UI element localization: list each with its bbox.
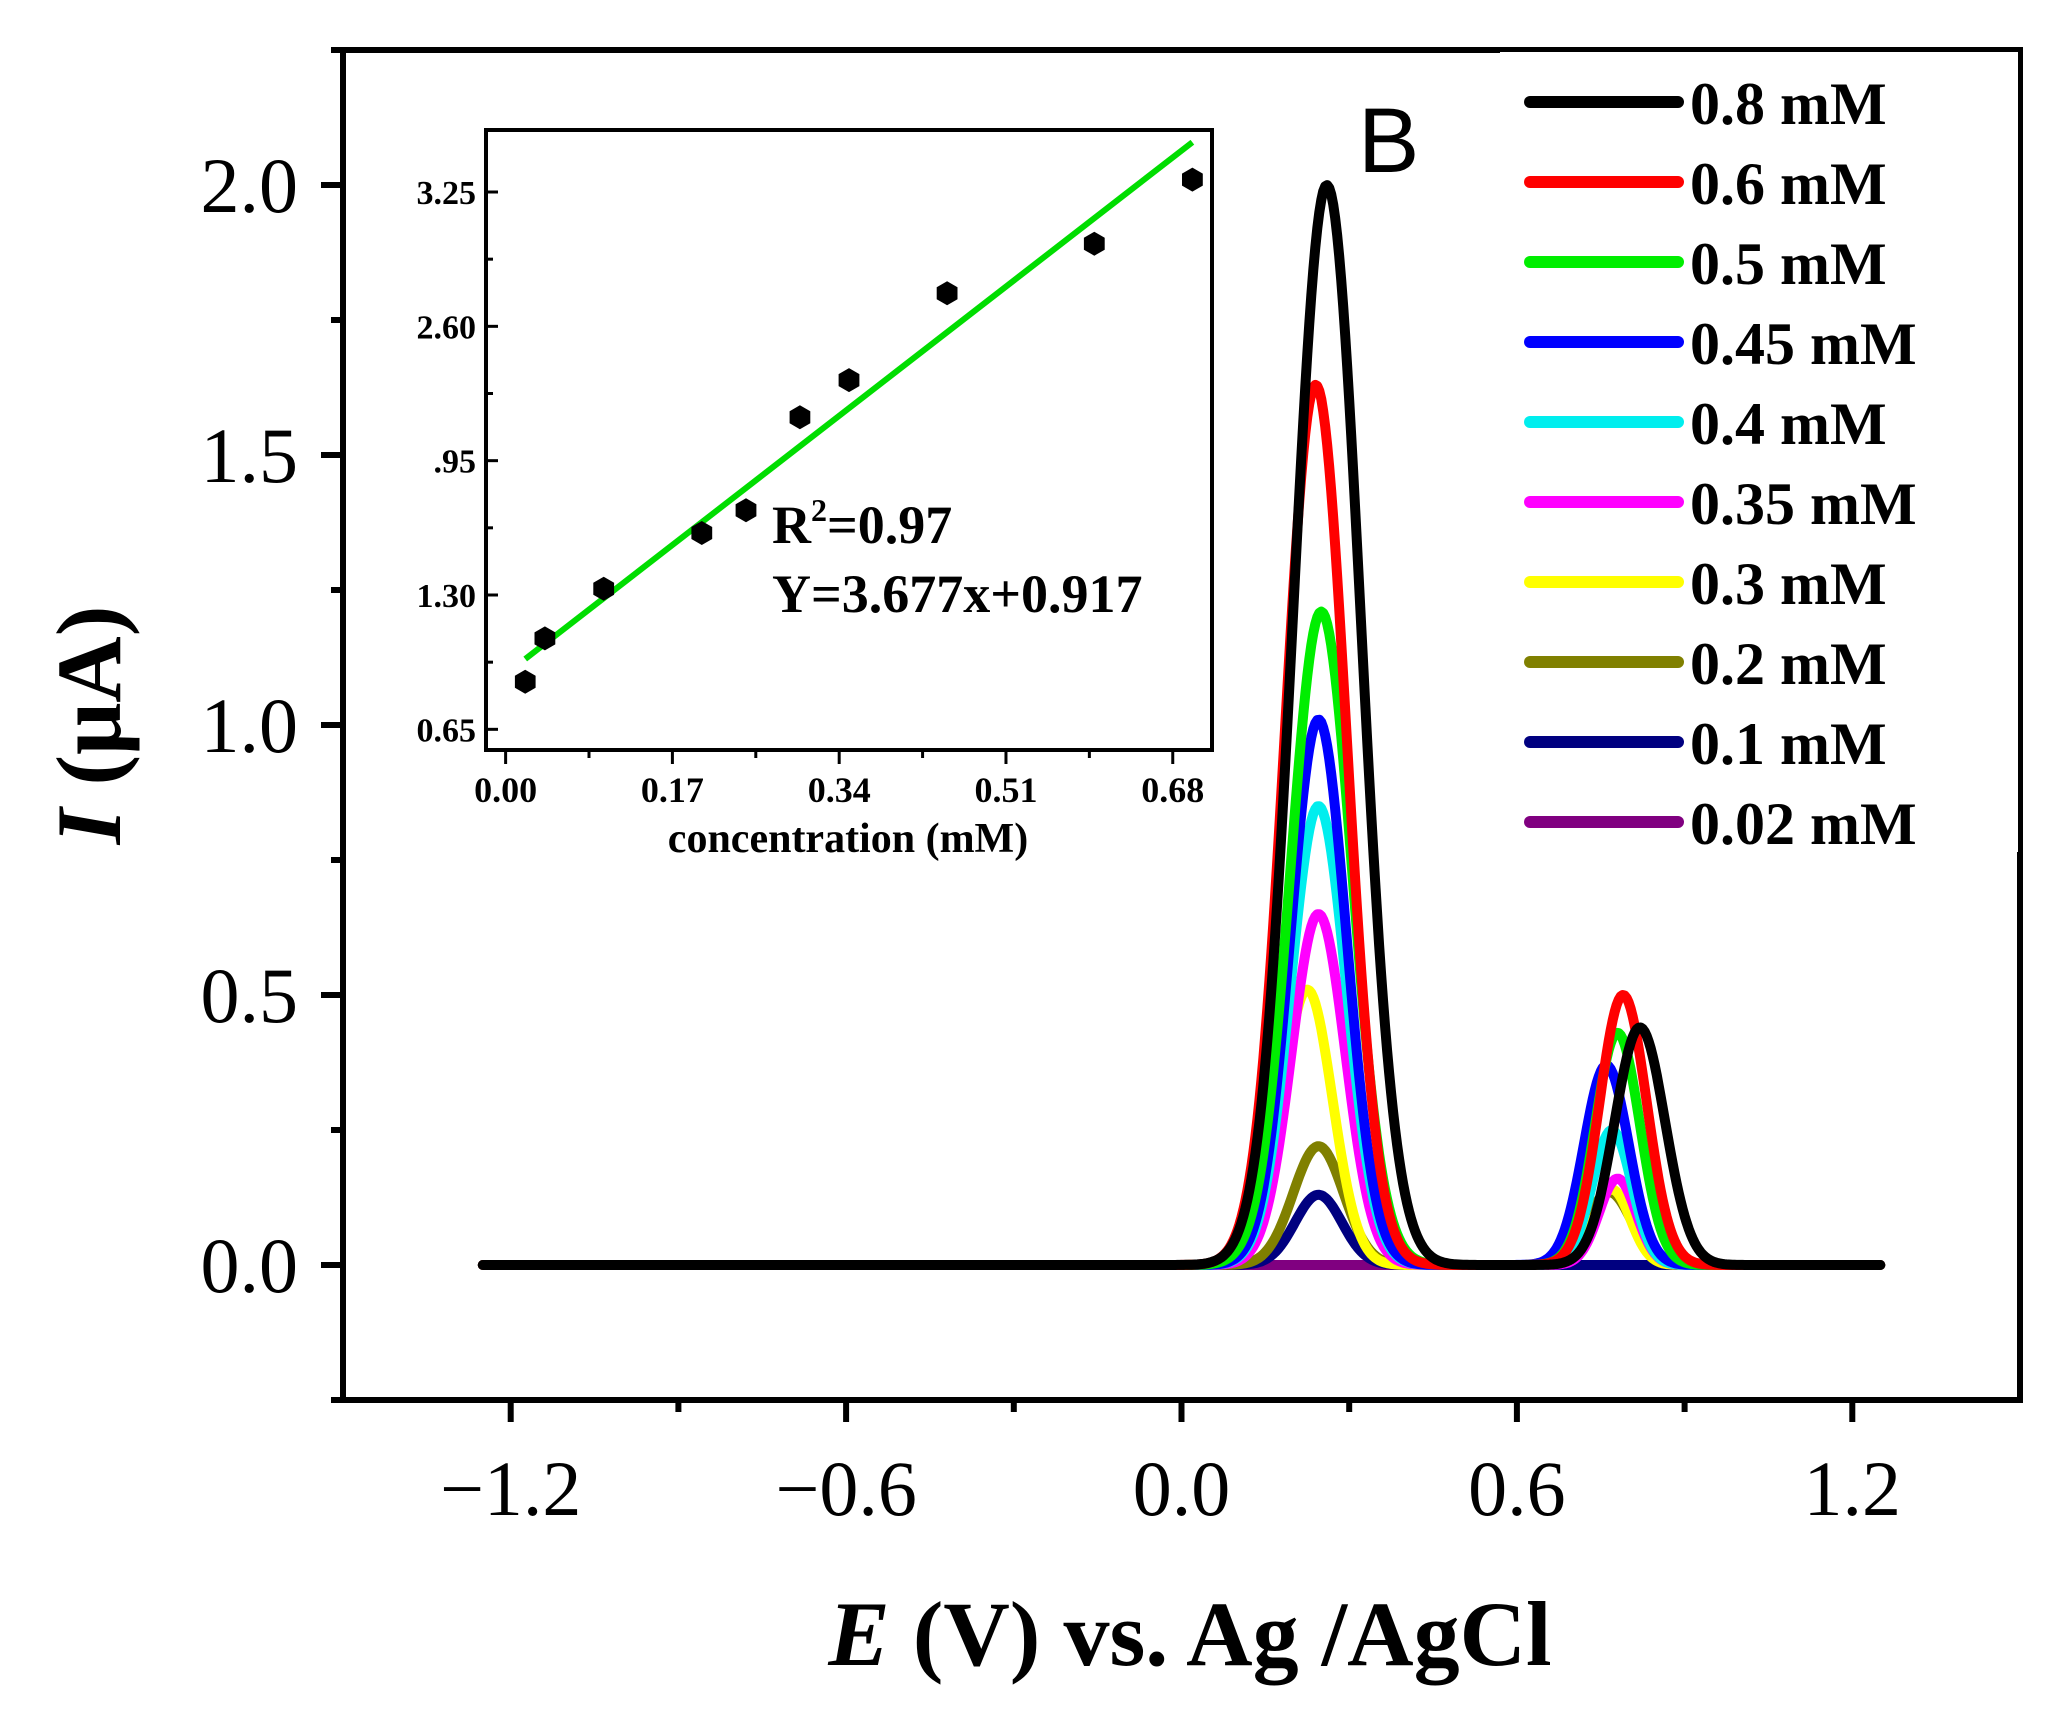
- inset-x-tick-label: 0.34: [808, 770, 871, 810]
- inset-y-tick-label: 2.60: [417, 309, 477, 346]
- inset-r2-annotation: R2=0.97: [772, 492, 952, 555]
- legend-label: 0.4 mM: [1690, 391, 1887, 457]
- inset-y-tick-label: .95: [434, 444, 477, 481]
- series-line-0.4-mM: [477, 801, 1886, 1270]
- inset-x-tick-label: 0.17: [641, 770, 704, 810]
- inset-data-point: [936, 281, 958, 306]
- inset-x-axis-title: concentration (mM): [668, 816, 1028, 862]
- panel-label: B: [1358, 90, 1419, 192]
- inset-data-point: [789, 405, 811, 430]
- main-x-tick-label: 0.6: [1468, 1445, 1566, 1532]
- x-axis-title: E (V) vs. Ag /AgCl: [827, 1583, 1551, 1685]
- series-line-0.8-mM: [477, 180, 1886, 1270]
- main-y-tick-label: 2.0: [201, 142, 299, 229]
- inset-points-group: [514, 167, 1203, 694]
- inset-equation-annotation: Y=3.677x+0.917: [772, 564, 1143, 624]
- inset-x-tick-labels: 0.00 0.17 0.34 0.51 0.68: [474, 770, 1204, 810]
- inset-data-point: [593, 576, 615, 601]
- main-x-tick-labels: −1.2 −0.6 0.0 0.6 1.2: [440, 1445, 1901, 1532]
- inset-fit-line-group: [523, 139, 1195, 662]
- main-y-tick-label: 0.5: [201, 952, 299, 1039]
- inset-background: [486, 130, 1212, 750]
- inset-data-point: [691, 521, 713, 545]
- inset-data-point: [838, 368, 860, 393]
- main-axis-ticks: [321, 47, 1856, 1422]
- inset-data-point: [1182, 167, 1203, 192]
- main-y-tick-labels: 0.0 0.5 1.0 1.5 2.0: [201, 142, 299, 1309]
- legend-label: 0.35 mM: [1690, 471, 1917, 537]
- inset-fit-line: [523, 139, 1195, 662]
- inset-x-tick-label: 0.51: [974, 770, 1037, 810]
- y-axis-title: I (μA): [38, 606, 140, 846]
- legend-label: 0.6 mM: [1690, 151, 1887, 217]
- legend-label: 0.3 mM: [1690, 551, 1887, 617]
- main-y-tick-label: 1.5: [201, 412, 299, 499]
- legend-label: 0.8 mM: [1690, 71, 1887, 137]
- legend-label: 0.1 mM: [1690, 711, 1887, 777]
- inset-data-point: [514, 669, 536, 694]
- main-x-tick-label: 1.2: [1804, 1445, 1902, 1532]
- inset-x-tick-label: 0.68: [1141, 770, 1204, 810]
- main-y-tick-label: 1.0: [201, 682, 299, 769]
- inset-y-tick-label: 1.30: [417, 578, 477, 615]
- inset-data-point: [534, 626, 556, 651]
- inset-y-tick-label: 3.25: [417, 175, 477, 212]
- inset-y-tick-label: 0.65: [417, 712, 477, 749]
- inset-data-point: [1083, 231, 1105, 256]
- legend-label: 0.5 mM: [1690, 231, 1887, 297]
- legend-label: 0.02 mM: [1690, 791, 1917, 857]
- inset-data-point: [735, 498, 757, 523]
- main-x-tick-label: −1.2: [440, 1445, 582, 1532]
- legend-label: 0.45 mM: [1690, 311, 1917, 377]
- inset-frame: [484, 128, 1214, 752]
- main-x-tick-label: −0.6: [775, 1445, 917, 1532]
- legend-label: 0.2 mM: [1690, 631, 1887, 697]
- legend: 0.8 mM 0.6 mM 0.5 mM 0.45 mM 0.4 mM 0.35 mM 0.…: [1524, 71, 1917, 857]
- inset-x-tick-label: 0.00: [474, 770, 537, 810]
- inset-y-tick-labels: 0.65 1.30 .95 2.60 3.25: [417, 175, 477, 749]
- main-series-group: [477, 180, 1886, 1270]
- main-x-tick-label: 0.0: [1133, 1445, 1231, 1532]
- main-y-tick-label: 0.0: [201, 1222, 299, 1309]
